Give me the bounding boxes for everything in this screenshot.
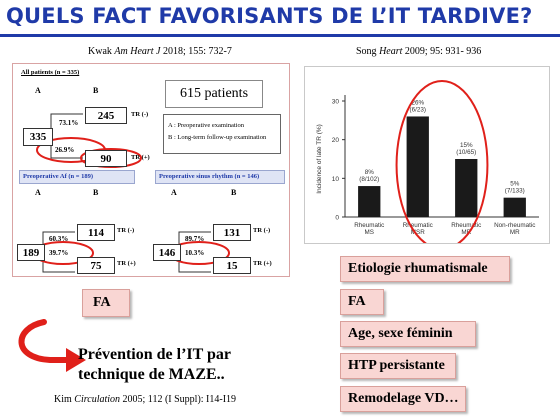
legend-box: A : Preoperative examination B : Long-te… <box>163 114 281 154</box>
sinus-header-box: Preoperative sinus rhythm (n = 146) <box>155 170 285 184</box>
factor-fa: FA <box>340 289 384 315</box>
factor-remodel: Remodelage VD… <box>340 386 466 412</box>
sinus-col-a: A <box>171 188 177 197</box>
kwak-reference: Kwak Am Heart J 2018; 155: 732-7 <box>88 46 232 57</box>
sinus-tr-neg: TR (-) <box>253 227 271 234</box>
sinus-total-box: 146 <box>153 244 181 261</box>
x-tick-label: MR <box>510 229 520 236</box>
sinus-tr-pos: TR (+) <box>253 260 272 267</box>
all-pct-neg: 73.1% <box>59 119 79 127</box>
af-col-b: B <box>93 188 99 197</box>
title-underline <box>0 34 560 37</box>
all-pos-box: 90 <box>85 150 127 167</box>
bar-data-label: 5% <box>510 181 520 188</box>
ref-author: Kwak <box>88 46 112 57</box>
highlight-ring <box>80 148 142 168</box>
kim-reference: Kim Circulation 2005; 112 (I Suppl): I14… <box>54 394 236 405</box>
y-tick-label: 10 <box>332 176 340 183</box>
legend-b: B : Long-term follow-up examination <box>168 134 267 141</box>
col-b-label: B <box>93 86 99 95</box>
y-tick-label: 0 <box>335 215 339 222</box>
x-tick-label: Rheumatic <box>451 222 481 229</box>
af-total-box: 189 <box>17 244 45 261</box>
late-tr-bar-chart: 0 10 20 30 Incidence of late TR (%) 8%(8/102)… <box>316 80 539 250</box>
all-neg-box: 245 <box>85 107 127 124</box>
af-neg-box: 114 <box>77 224 115 241</box>
sinus-pct-pos: 10.3% <box>185 249 205 257</box>
bar-data-label: 26% <box>411 99 424 106</box>
ref-details: 2018; 155: 732-7 <box>163 46 232 57</box>
bar-data-label: 15% <box>460 142 473 149</box>
conclusion-line-1: Prévention de l’IT par <box>78 346 232 363</box>
bar-data-label: 8% <box>365 169 375 176</box>
curved-arrow-icon <box>18 319 86 372</box>
ref-journal: Circulation <box>74 394 121 405</box>
col-a-label: A <box>35 86 41 95</box>
af-header-box: Preoperative Af (n = 189) <box>19 170 135 184</box>
ref-details: 2009; 95: 931- 936 <box>404 46 482 57</box>
af-col-a: A <box>35 188 41 197</box>
x-tick-label: Non-rheumatic <box>494 222 535 229</box>
factor-age-sex: Age, sexe féminin <box>340 321 476 347</box>
bar-data-label: (7/133) <box>505 188 525 195</box>
ref-author: Kim <box>54 394 72 405</box>
conclusion-line-2: technique de MAZE.. <box>78 366 225 383</box>
fa-left-box: FA <box>82 289 130 317</box>
tr-pos-label: TR (+) <box>131 154 150 161</box>
bar-data-label: (10/65) <box>456 149 476 156</box>
af-pct-neg: 60.3% <box>49 235 69 243</box>
kwak-flow-panel: All patients (n = 335) A B 615 patients … <box>12 63 290 277</box>
all-total-box: 335 <box>23 128 53 146</box>
x-tick-label: MSR <box>411 229 425 236</box>
factor-htp: HTP persistante <box>340 353 456 379</box>
x-tick-label: MS <box>365 229 374 236</box>
factor-etiology: Etiologie rhumatismale <box>340 256 510 282</box>
tr-neg-label: TR (-) <box>131 111 149 118</box>
x-tick-label: MR <box>461 229 471 236</box>
af-tr-neg: TR (-) <box>117 227 135 234</box>
sinus-pos-box: 15 <box>213 257 251 274</box>
sinus-pct-neg: 89.7% <box>185 235 205 243</box>
bar-data-label: (6/23) <box>410 106 426 113</box>
all-pct-pos: 26.9% <box>55 146 75 154</box>
x-tick-label: Rheumatic <box>403 222 433 229</box>
patients-count-badge: 615 patients <box>165 80 263 108</box>
af-pos-box: 75 <box>77 257 115 274</box>
af-header: Preoperative Af (n = 189) <box>23 173 94 180</box>
y-axis-label: Incidence of late TR (%) <box>316 124 323 194</box>
ref-journal: Heart <box>379 46 403 57</box>
maze-conclusion: Prévention de l’IT par technique de MAZE… <box>78 345 231 385</box>
bar-data-label: (8/102) <box>359 176 379 183</box>
slide-title: QUELS FACT FAVORISANTS DE L’IT TARDIVE? <box>6 4 533 28</box>
af-pct-pos: 39.7% <box>49 249 69 257</box>
y-tick-label: 20 <box>332 137 340 144</box>
bar <box>358 186 381 217</box>
bar <box>455 159 478 217</box>
bar <box>503 197 526 217</box>
sinus-neg-box: 131 <box>213 224 251 241</box>
song-reference: Song Heart 2009; 95: 931- 936 <box>356 46 481 57</box>
ref-author: Song <box>356 46 377 57</box>
song-chart-panel: 0 10 20 30 Incidence of late TR (%) 8% (8/102)… <box>304 66 550 250</box>
all-patients-label: All patients (n = 335) <box>21 69 80 76</box>
ref-details: 2005; 112 (I Suppl): I14-I19 <box>122 394 237 405</box>
bar <box>406 116 429 217</box>
y-tick-label: 30 <box>332 99 340 106</box>
ref-journal: Am Heart J <box>114 46 161 57</box>
sinus-col-b: B <box>231 188 237 197</box>
af-tr-pos: TR (+) <box>117 260 136 267</box>
legend-a: A : Preoperative examination <box>168 122 244 129</box>
x-tick-label: Rheumatic <box>354 222 384 229</box>
sinus-header: Preoperative sinus rhythm (n = 146) <box>159 173 260 180</box>
